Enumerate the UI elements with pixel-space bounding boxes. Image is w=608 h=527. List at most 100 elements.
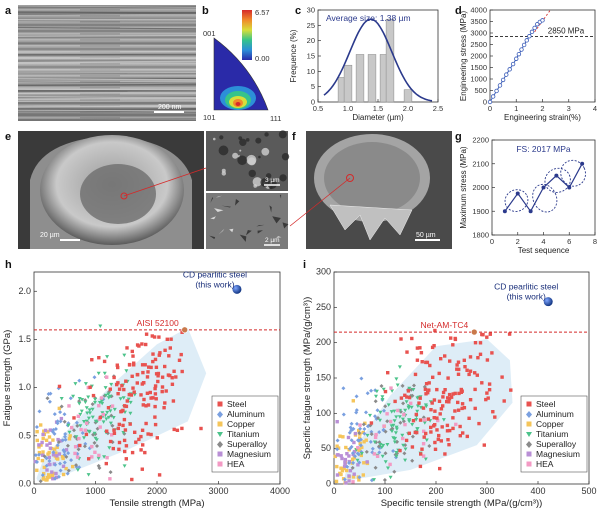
data-point-steel: [123, 418, 126, 421]
data-point-magnesium: [45, 468, 48, 471]
legend-marker: [527, 422, 532, 427]
data-point-steel: [486, 358, 489, 361]
data-point-steel: [487, 396, 490, 399]
legend-label: Magnesium: [227, 449, 271, 459]
x-tick-label: 500: [581, 486, 596, 496]
data-point-magnesium: [48, 463, 51, 466]
data-point-steel: [473, 388, 476, 391]
data-point-steel: [410, 337, 413, 340]
colorbar-max: 6.57: [255, 8, 270, 17]
data-point-steel: [132, 363, 135, 366]
data-point-hea: [409, 402, 412, 405]
data-point-steel: [438, 467, 441, 470]
panel-label-f: f: [292, 131, 296, 143]
data-point-magnesium: [62, 465, 65, 468]
data-point-steel: [443, 354, 446, 357]
data-point-steel: [88, 386, 91, 389]
data-point-steel: [454, 338, 457, 341]
x-tick-label: 2: [516, 237, 520, 246]
data-point-hea: [105, 376, 108, 379]
chart-c-title: Average size: 1.38 µm: [326, 13, 411, 23]
data-point-steel: [399, 337, 402, 340]
data-point-steel: [124, 428, 127, 431]
highlight-label: CD pearlitic steel: [494, 282, 558, 292]
x-tick-label: 1: [514, 104, 518, 113]
data-point-aluminum: [376, 408, 380, 412]
data-point-aluminum: [63, 412, 67, 416]
data-point-steel: [139, 448, 142, 451]
data-point-steel: [171, 383, 174, 386]
data-point-steel: [440, 439, 443, 442]
data-point-copper: [41, 459, 44, 462]
data-point-steel: [435, 428, 438, 431]
data-point-titanium: [123, 464, 127, 468]
data-point-steel: [416, 359, 419, 362]
data-point-copper: [37, 457, 40, 460]
data-point-titanium: [394, 377, 398, 381]
data-point-steel: [474, 407, 477, 410]
dimple: [219, 135, 223, 139]
legend-marker: [218, 402, 223, 407]
staircase-point: [580, 162, 584, 166]
data-point-steel: [156, 436, 159, 439]
data-point-steel: [131, 375, 134, 378]
data-point-steel: [163, 365, 166, 368]
data-point-copper: [48, 435, 51, 438]
data-point-steel: [451, 427, 454, 430]
data-point-magnesium: [347, 436, 350, 439]
x-axis-title: Engineering strain(%): [504, 113, 581, 122]
data-point-hea: [73, 452, 76, 455]
data-point-magnesium: [49, 447, 52, 450]
data-point-titanium: [389, 476, 393, 480]
data-point-copper: [62, 473, 65, 476]
data-point-steel: [154, 392, 157, 395]
stress-strain-point: [520, 48, 524, 52]
panel-label-e: e: [5, 131, 11, 143]
data-point-steel: [435, 388, 438, 391]
data-point-titanium: [97, 372, 101, 376]
data-point-steel: [113, 432, 116, 435]
data-point-steel: [457, 361, 460, 364]
data-point-steel: [169, 346, 172, 349]
data-point-hea: [105, 456, 108, 459]
data-point-steel: [131, 451, 134, 454]
y-tick-label: 200: [316, 337, 331, 347]
data-point-steel: [178, 359, 181, 362]
y-tick-label: 2200: [472, 136, 489, 145]
dimple: [238, 136, 242, 140]
data-point-titanium: [398, 365, 402, 369]
data-point-steel: [109, 440, 112, 443]
data-point-magnesium: [41, 433, 44, 436]
dimple: [249, 170, 256, 177]
y-tick-label: 2.0: [18, 286, 31, 296]
data-point-steel: [446, 438, 449, 441]
x-axis-title: Tensile strength (MPa): [109, 498, 204, 509]
data-point-steel: [463, 359, 466, 362]
data-point-steel: [157, 372, 160, 375]
data-point-steel: [125, 405, 128, 408]
x-axis-title: Test sequence: [518, 246, 570, 255]
data-point-steel: [146, 432, 149, 435]
lamella-line: [18, 54, 196, 55]
data-point-hea: [108, 477, 111, 480]
data-point-copper: [351, 458, 354, 461]
data-point-magnesium: [345, 452, 348, 455]
data-point-steel: [433, 441, 436, 444]
panel-label-h: h: [5, 259, 12, 271]
data-point-steel: [107, 406, 110, 409]
data-point-titanium: [104, 386, 108, 390]
data-point-copper: [352, 399, 355, 402]
data-point-steel: [161, 385, 164, 388]
data-point-steel: [99, 416, 102, 419]
scale-label-e: 20 µm: [40, 232, 60, 239]
data-point-steel: [131, 350, 134, 353]
y-tick-label: 0.5: [18, 430, 31, 440]
y-tick-label: 1800: [472, 231, 489, 240]
data-point-superalloy: [109, 470, 113, 474]
x-tick-label: 2.5: [433, 104, 443, 113]
histogram-bar: [368, 54, 376, 102]
data-point-steel: [415, 431, 418, 434]
data-point-steel: [118, 441, 121, 444]
